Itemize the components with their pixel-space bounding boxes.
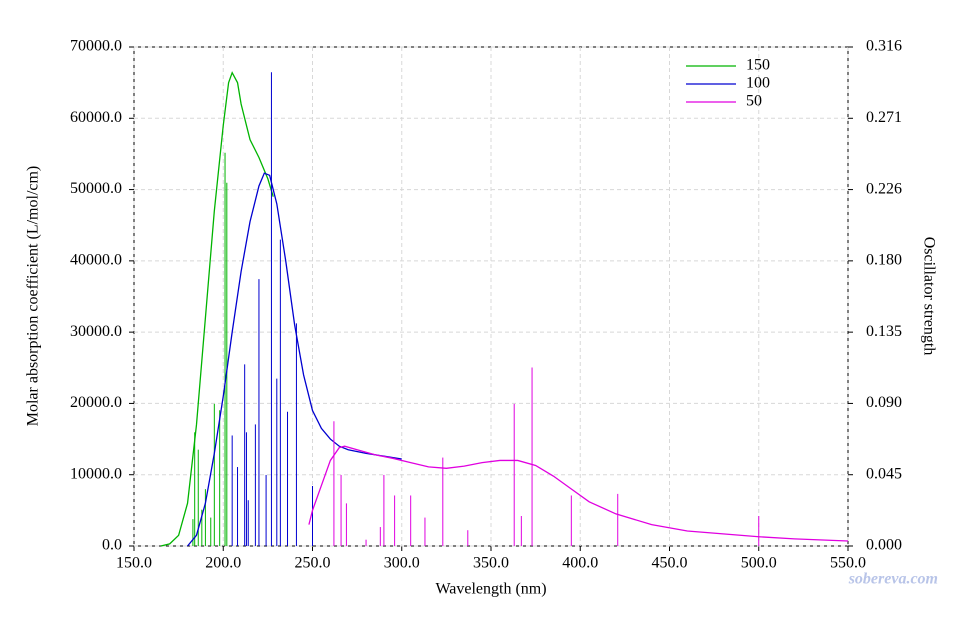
curve bbox=[308, 445, 849, 542]
x-axis-label: Wavelength (nm) bbox=[435, 581, 546, 598]
x-tick-label: 250.0 bbox=[295, 555, 331, 572]
watermark: sobereva.com bbox=[848, 571, 938, 588]
x-tick-label: 300.0 bbox=[384, 555, 420, 572]
y2-tick-label: 0.000 bbox=[866, 537, 902, 554]
y2-tick-label: 0.316 bbox=[866, 38, 902, 55]
y-tick-label: 10000.0 bbox=[70, 465, 122, 482]
x-tick-label: 150.0 bbox=[116, 555, 152, 572]
x-tick-label: 200.0 bbox=[205, 555, 241, 572]
x-tick-label: 450.0 bbox=[652, 555, 688, 572]
y2-tick-label: 0.180 bbox=[866, 252, 902, 269]
y2-axis-label: Oscillator strength bbox=[920, 237, 937, 356]
y2-tick-label: 0.226 bbox=[866, 180, 902, 197]
y2-tick-label: 0.271 bbox=[866, 109, 902, 126]
legend-label: 100 bbox=[746, 75, 770, 92]
x-tick-label: 400.0 bbox=[562, 555, 598, 572]
y-tick-label: 20000.0 bbox=[70, 394, 122, 411]
y2-tick-label: 0.135 bbox=[866, 323, 902, 340]
curve bbox=[160, 71, 274, 547]
y-tick-label: 70000.0 bbox=[70, 38, 122, 55]
y2-tick-label: 0.090 bbox=[866, 394, 902, 411]
plot-frame bbox=[133, 46, 849, 547]
y-tick-label: 50000.0 bbox=[70, 180, 122, 197]
y-axis-label: Molar absorption coefficient (L/mol/cm) bbox=[25, 166, 42, 427]
y2-tick-label: 0.045 bbox=[866, 465, 902, 482]
x-tick-label: 500.0 bbox=[741, 555, 777, 572]
x-tick-label: 350.0 bbox=[473, 555, 509, 572]
y-tick-label: 40000.0 bbox=[70, 252, 122, 269]
y-tick-label: 60000.0 bbox=[70, 109, 122, 126]
y-tick-label: 30000.0 bbox=[70, 323, 122, 340]
x-tick-label: 550.0 bbox=[830, 555, 866, 572]
y-tick-label: 0.0 bbox=[102, 537, 122, 554]
legend-label: 50 bbox=[746, 93, 762, 110]
legend-label: 150 bbox=[746, 57, 770, 74]
